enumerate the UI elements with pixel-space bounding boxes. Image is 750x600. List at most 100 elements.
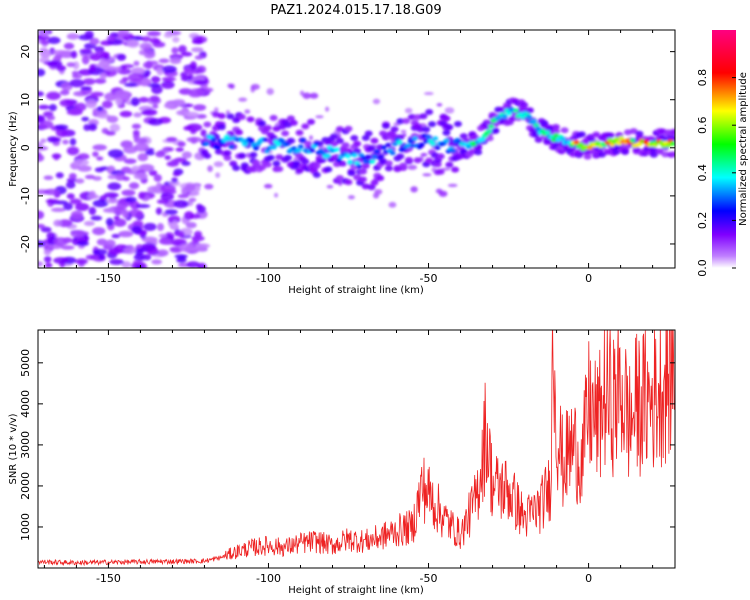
ridge-core-blob — [607, 137, 614, 143]
noise-blob — [96, 156, 104, 161]
noise-blob — [40, 30, 49, 37]
noise-blob — [38, 153, 45, 162]
ridge-halo-blob — [330, 140, 339, 147]
noise-blob — [309, 92, 319, 99]
colorbar-gradient — [712, 30, 736, 268]
noise-blob — [98, 253, 106, 261]
ridge-halo-blob — [275, 154, 284, 161]
ridge-core-blob — [479, 137, 486, 142]
ridge-core-blob — [526, 114, 533, 120]
ridge-halo-blob — [353, 148, 362, 155]
noise-blob — [96, 238, 108, 246]
noise-blob — [203, 87, 214, 93]
noise-blob — [207, 165, 213, 172]
ridge-core-blob — [423, 139, 430, 144]
noise-blob — [152, 104, 159, 109]
ridge-halo-blob — [661, 151, 670, 158]
snr-ticks: -150 -100 -50 0 1000 2000 3000 4000 5000 — [19, 330, 675, 585]
x-tick-label: 0 — [585, 272, 592, 285]
noise-blob — [188, 197, 197, 203]
noise-blob — [215, 172, 221, 178]
ridge-core-blob — [559, 136, 566, 142]
noise-blob — [175, 147, 184, 152]
ridge-core-blob — [335, 158, 342, 163]
ridge-halo-blob — [361, 134, 370, 141]
ridge-halo-blob — [217, 113, 226, 120]
noise-blob — [47, 60, 63, 68]
ridge-core-blob — [356, 164, 363, 169]
noise-blob — [438, 190, 448, 197]
ridge-core-blob — [389, 150, 396, 156]
ridge-halo-blob — [312, 171, 321, 178]
noise-blob — [38, 141, 44, 147]
ridge-halo-blob — [364, 130, 373, 137]
figure-title: PAZ1.2024.015.17.18.G09 — [270, 3, 441, 18]
ridge-halo-blob — [353, 140, 362, 147]
noise-blob — [88, 123, 98, 131]
noise-blob — [158, 58, 170, 64]
noise-blob — [141, 242, 157, 251]
ridge-core-blob — [300, 138, 307, 143]
noise-blob — [89, 53, 103, 61]
ridge-halo-blob — [551, 128, 560, 135]
ridge-halo-blob — [445, 124, 454, 131]
noise-blob — [263, 183, 273, 189]
noise-blob — [94, 46, 105, 53]
noise-blob — [115, 97, 123, 106]
noise-blob — [109, 123, 121, 133]
noise-blob — [133, 172, 148, 180]
ridge-core-blob — [506, 111, 513, 116]
ridge-halo-blob — [304, 140, 313, 147]
noise-blob — [131, 225, 142, 234]
ridge-core-blob — [530, 118, 537, 124]
noise-blob — [404, 107, 413, 114]
noise-blob — [89, 64, 97, 72]
ridge-core-blob — [373, 149, 380, 154]
ridge-core-blob — [636, 141, 643, 147]
ridge-core-blob — [226, 136, 233, 142]
noise-blob — [140, 110, 154, 116]
snr-panel: -150 -100 -50 0 1000 2000 3000 4000 5000 Height … — [8, 329, 676, 596]
ridge-halo-blob — [295, 129, 304, 136]
noise-blob — [184, 69, 194, 75]
noise-blob — [172, 36, 180, 43]
colorbar-ticks: 0.0 0.2 0.4 0.6 0.8 — [696, 69, 736, 277]
ridge-halo-blob — [269, 134, 278, 141]
ridge-core-blob — [409, 143, 416, 149]
noise-blob — [123, 246, 137, 255]
ridge-core-blob — [615, 141, 622, 146]
noise-blob — [172, 100, 186, 107]
ridge-halo-blob — [402, 117, 411, 124]
ridge-halo-blob — [263, 161, 272, 168]
noise-blob — [131, 165, 141, 172]
ridge-halo-blob — [249, 151, 258, 158]
ridge-halo-blob — [399, 162, 408, 169]
noise-blob — [133, 112, 142, 118]
ridge-halo-blob — [384, 165, 393, 172]
noise-blob — [127, 209, 143, 218]
noise-blob — [400, 129, 407, 134]
ridge-halo-blob — [286, 115, 295, 122]
ridge-halo-blob — [592, 131, 601, 138]
noise-blob — [172, 172, 181, 177]
colorbar-tick-label: 0.4 — [696, 164, 709, 182]
snr-series-line — [38, 330, 675, 567]
noise-blob — [137, 97, 150, 103]
noise-blob — [105, 130, 116, 136]
noise-blob — [43, 188, 60, 196]
noise-blob — [43, 249, 52, 256]
ridge-core-blob — [669, 141, 675, 146]
noise-blob — [245, 152, 251, 158]
noise-blob — [107, 174, 118, 180]
noise-blob — [186, 136, 203, 143]
ridge-core-blob — [430, 141, 437, 146]
noise-blob — [158, 233, 168, 238]
noise-blob — [134, 143, 150, 152]
noise-blob — [114, 66, 122, 72]
noise-blob — [63, 42, 75, 50]
noise-blob — [69, 79, 85, 88]
noise-blob — [315, 115, 324, 119]
noise-blob — [191, 69, 201, 74]
noise-blob — [105, 198, 120, 204]
noise-blob — [106, 115, 119, 123]
